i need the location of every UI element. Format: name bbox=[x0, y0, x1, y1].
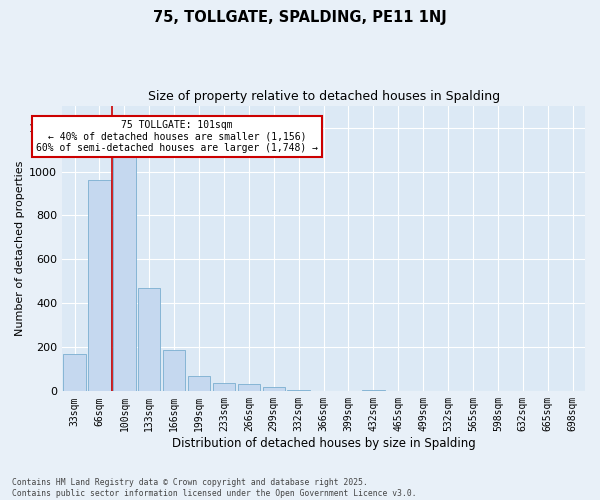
Bar bbox=[88, 180, 111, 392]
Bar bbox=[188, 376, 210, 392]
Bar bbox=[113, 128, 136, 392]
Y-axis label: Number of detached properties: Number of detached properties bbox=[15, 161, 25, 336]
Text: 75, TOLLGATE, SPALDING, PE11 1NJ: 75, TOLLGATE, SPALDING, PE11 1NJ bbox=[153, 10, 447, 25]
Text: 75 TOLLGATE: 101sqm
← 40% of detached houses are smaller (1,156)
60% of semi-det: 75 TOLLGATE: 101sqm ← 40% of detached ho… bbox=[36, 120, 318, 153]
Bar bbox=[213, 382, 235, 392]
Bar bbox=[238, 384, 260, 392]
Bar bbox=[362, 390, 385, 392]
Title: Size of property relative to detached houses in Spalding: Size of property relative to detached ho… bbox=[148, 90, 500, 103]
Bar bbox=[263, 387, 285, 392]
Bar bbox=[287, 390, 310, 392]
Bar bbox=[138, 288, 160, 392]
Bar bbox=[64, 354, 86, 392]
X-axis label: Distribution of detached houses by size in Spalding: Distribution of detached houses by size … bbox=[172, 437, 475, 450]
Bar bbox=[163, 350, 185, 392]
Text: Contains HM Land Registry data © Crown copyright and database right 2025.
Contai: Contains HM Land Registry data © Crown c… bbox=[12, 478, 416, 498]
